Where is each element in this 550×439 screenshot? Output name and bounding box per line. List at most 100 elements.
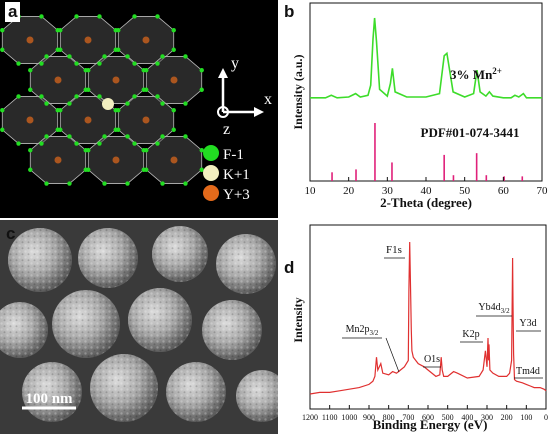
fluorine-atom <box>160 181 165 186</box>
fluorine-atom <box>44 54 49 59</box>
fluorine-atom <box>44 134 49 139</box>
fluorine-atom <box>199 148 204 153</box>
fluorine-atom <box>74 61 79 66</box>
axis-indicator: y x z <box>217 55 272 138</box>
fluorine-atom <box>58 127 63 132</box>
fluorine-atom <box>171 28 176 33</box>
yttrium-atom <box>142 116 150 124</box>
fluorine-atom <box>183 101 188 106</box>
fluorine-atom <box>86 167 91 172</box>
xps-spectrum-line <box>309 241 547 395</box>
xps-y-axis-label: Intensity <box>291 297 305 342</box>
nanoparticle-texture <box>202 300 262 360</box>
fluorine-atom <box>199 167 204 172</box>
xps-x-ticks: 1200 1100 1000 900 800 700 600 500 400 300 200 100 0 <box>302 405 548 422</box>
nanoparticle-texture <box>78 228 138 288</box>
peak-label-y3d: Y3d <box>519 318 536 329</box>
xps-tick-label: 1100 <box>322 413 338 422</box>
peak-label-yb4d: Yb4d3/2 <box>478 302 510 315</box>
fluorine-atom <box>39 141 44 146</box>
fluorine-atom <box>0 47 5 52</box>
fluorine-atom <box>144 167 149 172</box>
nanoparticle-texture <box>216 234 276 294</box>
fluorine-atom <box>171 127 176 132</box>
xps-tick-label: 300 <box>481 413 493 422</box>
yttrium-atom <box>54 76 62 84</box>
xrd-tick-label: 40 <box>421 185 433 197</box>
fluorine-atom <box>144 68 149 73</box>
nanoparticle-texture <box>52 290 120 358</box>
fluorine-atom <box>58 47 63 52</box>
fluorine-atom <box>74 94 79 99</box>
atoms-layer <box>0 14 204 186</box>
fluorine-atom <box>86 148 91 153</box>
fluorine-atom <box>58 28 63 33</box>
nanoparticles <box>0 226 288 422</box>
xps-peak-labels: F1s Mn2p3/2 O1s K2p Yb4d3/2 Y3d Tm4d <box>342 244 543 379</box>
fluorine-atom <box>171 108 176 113</box>
panel-a: y x z F-1 K+1 Y+3 a <box>0 0 278 218</box>
yttrium-atom <box>170 76 178 84</box>
legend-k-swatch <box>203 165 219 181</box>
legend-f-swatch <box>203 145 219 161</box>
xps-tick-label: 800 <box>383 413 395 422</box>
fluorine-atom <box>102 134 107 139</box>
yttrium-atom <box>112 76 120 84</box>
fluorine-atom <box>125 54 130 59</box>
fluorine-atom <box>16 94 21 99</box>
fluorine-atom <box>132 14 137 19</box>
fluorine-atom <box>58 108 63 113</box>
peak-label-tm4d: Tm4d <box>516 366 540 377</box>
fluorine-atom <box>160 101 165 106</box>
fluorine-atom <box>0 108 5 113</box>
xrd-pattern-line <box>310 17 542 99</box>
fluorine-atom <box>39 14 44 19</box>
sem-image: 100 nm <box>0 220 288 434</box>
xrd-x-ticks: 10 20 30 40 50 60 70 <box>305 177 548 197</box>
xrd-frame <box>309 2 543 182</box>
fluorine-atom <box>97 141 102 146</box>
xrd-y-axis-label: Intensity (a.u.) <box>291 54 305 129</box>
panel-d: 1200 1100 1000 900 800 700 600 500 400 300 200 100 0… <box>280 220 550 434</box>
axis-y-label: y <box>231 55 239 72</box>
fluorine-atom <box>183 54 188 59</box>
xrd-curve-label: 3% Mn2+ <box>450 66 502 82</box>
panel-c: 100 nm c <box>0 220 288 434</box>
xps-tick-label: 0 <box>544 413 548 422</box>
fluorine-atom <box>199 87 204 92</box>
fluorine-atom <box>67 101 72 106</box>
fluorine-atom <box>97 14 102 19</box>
xps-tick-label: 900 <box>363 413 375 422</box>
peak-label-o1s: O1s <box>424 354 440 365</box>
xps-tick-label: 500 <box>442 413 454 422</box>
potassium-atom <box>102 98 114 110</box>
fluorine-atom <box>125 181 130 186</box>
fluorine-atom <box>74 14 79 19</box>
fluorine-atom <box>116 47 121 52</box>
fluorine-atom <box>0 28 5 33</box>
yttrium-atom <box>170 156 178 164</box>
fluorine-atom <box>144 148 149 153</box>
xps-tick-label: 400 <box>461 413 473 422</box>
fluorine-atom <box>74 141 79 146</box>
fluorine-atom <box>155 14 160 19</box>
nanoparticle-texture <box>90 354 158 422</box>
fluorine-atom <box>39 94 44 99</box>
xrd-reference-label: PDF#01-074-3441 <box>421 125 520 140</box>
fluorine-atom <box>171 47 176 52</box>
xrd-tick-label: 10 <box>305 185 317 197</box>
panel-b: 10 20 30 40 50 60 70 3% Mn2+ PDF#01-074-3441 2… <box>280 0 550 218</box>
fluorine-atom <box>97 61 102 66</box>
nanoparticle-texture <box>128 288 192 352</box>
crystal-structure: y x z F-1 K+1 Y+3 <box>0 0 278 218</box>
fluorine-atom <box>67 54 72 59</box>
legend-f-label: F-1 <box>223 147 244 163</box>
atom-legend: F-1 K+1 Y+3 <box>203 145 250 203</box>
peak-label-f1s: F1s <box>386 244 402 256</box>
nanoparticle-texture <box>236 370 288 422</box>
fluorine-atom <box>28 87 33 92</box>
fluorine-atom <box>125 101 130 106</box>
fluorine-atom <box>116 127 121 132</box>
fluorine-atom <box>28 68 33 73</box>
xrd-tick-label: 20 <box>343 185 355 197</box>
